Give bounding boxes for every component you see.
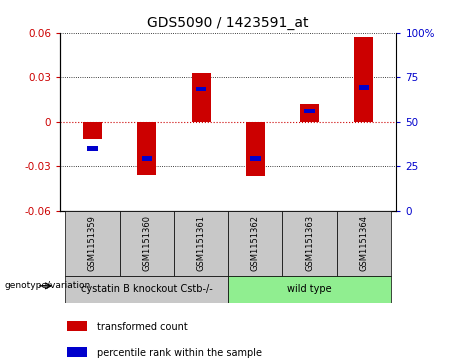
Text: GSM1151364: GSM1151364: [360, 215, 368, 271]
Text: transformed count: transformed count: [97, 322, 188, 332]
Bar: [120, 211, 174, 276]
Bar: [337, 211, 391, 276]
Bar: [192, 73, 211, 122]
Bar: [83, 122, 102, 139]
Bar: [300, 104, 319, 122]
Bar: [359, 85, 369, 90]
Bar: [283, 211, 337, 276]
Text: cystatin B knockout Cstb-/-: cystatin B knockout Cstb-/-: [81, 285, 213, 294]
Text: percentile rank within the sample: percentile rank within the sample: [97, 348, 262, 358]
Bar: [228, 276, 391, 303]
Bar: [137, 122, 156, 175]
Bar: [67, 347, 87, 357]
Bar: [65, 211, 120, 276]
Text: genotype/variation: genotype/variation: [5, 281, 91, 290]
Text: GSM1151359: GSM1151359: [88, 215, 97, 271]
Bar: [87, 146, 98, 151]
Text: GSM1151360: GSM1151360: [142, 215, 151, 271]
Bar: [67, 321, 87, 331]
Bar: [246, 122, 265, 176]
Text: GSM1151361: GSM1151361: [196, 215, 206, 271]
Bar: [355, 37, 373, 122]
Bar: [174, 211, 228, 276]
Title: GDS5090 / 1423591_at: GDS5090 / 1423591_at: [148, 16, 309, 30]
Bar: [142, 156, 152, 161]
Bar: [196, 87, 206, 91]
Text: GSM1151362: GSM1151362: [251, 215, 260, 271]
Text: GSM1151363: GSM1151363: [305, 215, 314, 271]
Bar: [250, 156, 260, 161]
Text: wild type: wild type: [287, 285, 332, 294]
Bar: [65, 276, 228, 303]
Bar: [304, 109, 315, 114]
Bar: [228, 211, 283, 276]
